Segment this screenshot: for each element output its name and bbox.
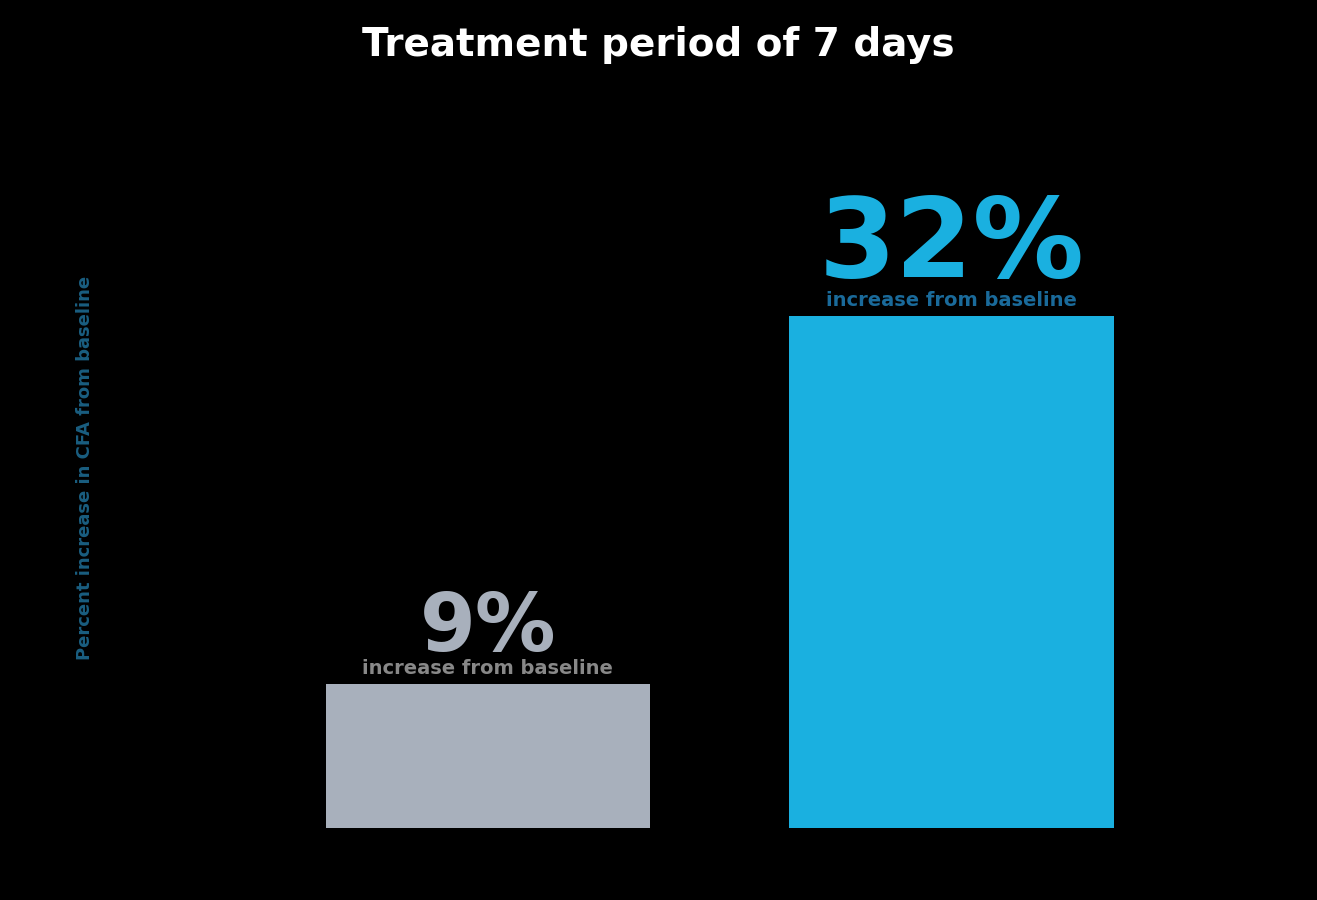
Text: 9%: 9% <box>420 590 556 668</box>
Bar <box>325 684 651 828</box>
Text: increase from baseline: increase from baseline <box>362 659 614 678</box>
Y-axis label: Percent increase in CFA from baseline: Percent increase in CFA from baseline <box>76 276 95 660</box>
Text: Treatment period of 7 days: Treatment period of 7 days <box>362 26 955 64</box>
Text: increase from baseline: increase from baseline <box>826 291 1077 310</box>
Text: 32%: 32% <box>818 193 1084 300</box>
Bar <box>789 316 1114 828</box>
